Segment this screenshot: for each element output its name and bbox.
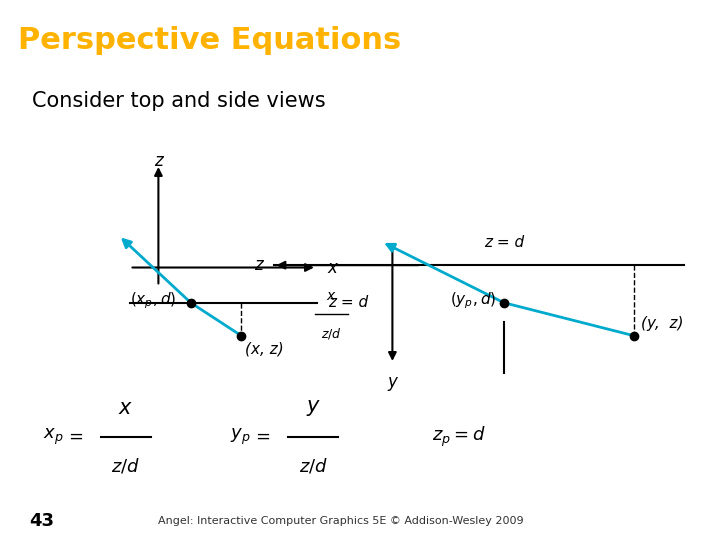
Text: $z/d$: $z/d$ bbox=[321, 326, 341, 341]
Text: (x, z): (x, z) bbox=[245, 342, 284, 357]
Text: =: = bbox=[68, 428, 83, 445]
Text: $(x_p, d)$: $(x_p, d)$ bbox=[130, 290, 176, 310]
Text: $y$: $y$ bbox=[306, 397, 320, 417]
Text: $(y_p, d)$: $(y_p, d)$ bbox=[450, 290, 496, 310]
Text: x: x bbox=[328, 259, 338, 276]
Text: 43: 43 bbox=[29, 512, 54, 530]
Text: (y,  z): (y, z) bbox=[641, 316, 683, 331]
Text: z: z bbox=[254, 256, 263, 274]
Text: y: y bbox=[387, 373, 397, 391]
Text: $z / d$: $z / d$ bbox=[112, 456, 140, 475]
Text: =: = bbox=[256, 428, 270, 445]
Text: z = d: z = d bbox=[328, 295, 368, 310]
Text: Perspective Equations: Perspective Equations bbox=[18, 26, 401, 55]
Text: z = d: z = d bbox=[484, 234, 524, 249]
Text: $z / d$: $z / d$ bbox=[299, 456, 328, 475]
Text: Consider top and side views: Consider top and side views bbox=[32, 91, 326, 111]
Text: Angel: Interactive Computer Graphics 5E © Addison-Wesley 2009: Angel: Interactive Computer Graphics 5E … bbox=[158, 516, 524, 526]
Text: $x$: $x$ bbox=[326, 289, 336, 303]
Text: $z_p = d$: $z_p = d$ bbox=[432, 424, 485, 449]
Text: $x_p$: $x_p$ bbox=[43, 427, 64, 447]
Text: $y_p$: $y_p$ bbox=[230, 427, 251, 447]
Text: z: z bbox=[154, 152, 163, 171]
Text: $x$: $x$ bbox=[119, 397, 133, 417]
